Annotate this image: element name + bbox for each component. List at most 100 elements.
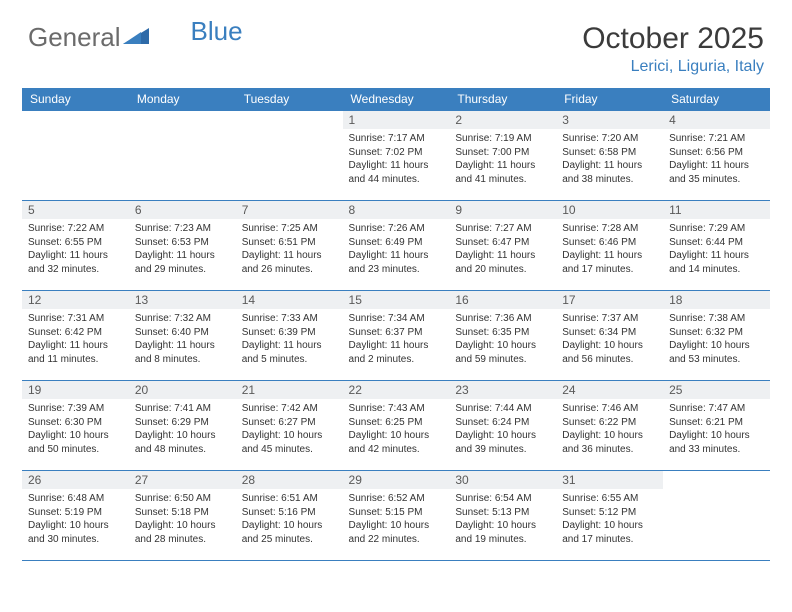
day-details: Sunrise: 6:55 AMSunset: 5:12 PMDaylight:… <box>556 489 663 551</box>
calendar-head: SundayMondayTuesdayWednesdayThursdayFrid… <box>22 88 770 111</box>
day-number: 20 <box>129 381 236 399</box>
day-number: 3 <box>556 111 663 129</box>
calendar-cell: 19Sunrise: 7:39 AMSunset: 6:30 PMDayligh… <box>22 381 129 471</box>
calendar-cell: 4Sunrise: 7:21 AMSunset: 6:56 PMDaylight… <box>663 111 770 201</box>
calendar-cell <box>129 111 236 201</box>
day-details: Sunrise: 7:37 AMSunset: 6:34 PMDaylight:… <box>556 309 663 371</box>
day-details: Sunrise: 6:48 AMSunset: 5:19 PMDaylight:… <box>22 489 129 551</box>
day-details: Sunrise: 7:31 AMSunset: 6:42 PMDaylight:… <box>22 309 129 371</box>
calendar-week-row: 1Sunrise: 7:17 AMSunset: 7:02 PMDaylight… <box>22 111 770 201</box>
day-number: 28 <box>236 471 343 489</box>
day-number: 12 <box>22 291 129 309</box>
day-number: 18 <box>663 291 770 309</box>
day-number: 30 <box>449 471 556 489</box>
day-number: 27 <box>129 471 236 489</box>
logo: General Blue <box>28 22 243 53</box>
day-number: 25 <box>663 381 770 399</box>
calendar-cell: 18Sunrise: 7:38 AMSunset: 6:32 PMDayligh… <box>663 291 770 381</box>
day-details: Sunrise: 7:32 AMSunset: 6:40 PMDaylight:… <box>129 309 236 371</box>
calendar-cell: 5Sunrise: 7:22 AMSunset: 6:55 PMDaylight… <box>22 201 129 291</box>
calendar-cell: 2Sunrise: 7:19 AMSunset: 7:00 PMDaylight… <box>449 111 556 201</box>
day-number: 16 <box>449 291 556 309</box>
day-number: 7 <box>236 201 343 219</box>
day-number: 17 <box>556 291 663 309</box>
day-details: Sunrise: 7:27 AMSunset: 6:47 PMDaylight:… <box>449 219 556 281</box>
day-details: Sunrise: 7:21 AMSunset: 6:56 PMDaylight:… <box>663 129 770 191</box>
day-number: 14 <box>236 291 343 309</box>
calendar-week-row: 26Sunrise: 6:48 AMSunset: 5:19 PMDayligh… <box>22 471 770 561</box>
day-details: Sunrise: 6:51 AMSunset: 5:16 PMDaylight:… <box>236 489 343 551</box>
day-number: 22 <box>343 381 450 399</box>
calendar-cell <box>236 111 343 201</box>
calendar-cell: 17Sunrise: 7:37 AMSunset: 6:34 PMDayligh… <box>556 291 663 381</box>
logo-text-blue: Blue <box>191 16 243 47</box>
weekday-header: Monday <box>129 88 236 111</box>
day-number: 10 <box>556 201 663 219</box>
logo-mark-icon <box>123 22 149 53</box>
calendar-cell: 20Sunrise: 7:41 AMSunset: 6:29 PMDayligh… <box>129 381 236 471</box>
header: General Blue October 2025 Lerici, Liguri… <box>0 0 792 80</box>
day-details: Sunrise: 7:38 AMSunset: 6:32 PMDaylight:… <box>663 309 770 371</box>
calendar-cell: 27Sunrise: 6:50 AMSunset: 5:18 PMDayligh… <box>129 471 236 561</box>
day-details: Sunrise: 7:29 AMSunset: 6:44 PMDaylight:… <box>663 219 770 281</box>
weekday-header: Tuesday <box>236 88 343 111</box>
calendar-cell: 26Sunrise: 6:48 AMSunset: 5:19 PMDayligh… <box>22 471 129 561</box>
day-details: Sunrise: 7:34 AMSunset: 6:37 PMDaylight:… <box>343 309 450 371</box>
day-number: 23 <box>449 381 556 399</box>
day-number: 26 <box>22 471 129 489</box>
day-number: 5 <box>22 201 129 219</box>
calendar-week-row: 5Sunrise: 7:22 AMSunset: 6:55 PMDaylight… <box>22 201 770 291</box>
day-details: Sunrise: 7:20 AMSunset: 6:58 PMDaylight:… <box>556 129 663 191</box>
calendar-cell: 13Sunrise: 7:32 AMSunset: 6:40 PMDayligh… <box>129 291 236 381</box>
calendar-cell: 11Sunrise: 7:29 AMSunset: 6:44 PMDayligh… <box>663 201 770 291</box>
calendar-cell: 15Sunrise: 7:34 AMSunset: 6:37 PMDayligh… <box>343 291 450 381</box>
day-number: 9 <box>449 201 556 219</box>
day-details: Sunrise: 7:47 AMSunset: 6:21 PMDaylight:… <box>663 399 770 461</box>
calendar-cell: 8Sunrise: 7:26 AMSunset: 6:49 PMDaylight… <box>343 201 450 291</box>
day-details: Sunrise: 7:19 AMSunset: 7:00 PMDaylight:… <box>449 129 556 191</box>
calendar-cell: 28Sunrise: 6:51 AMSunset: 5:16 PMDayligh… <box>236 471 343 561</box>
day-number: 4 <box>663 111 770 129</box>
day-details: Sunrise: 7:41 AMSunset: 6:29 PMDaylight:… <box>129 399 236 461</box>
day-number: 29 <box>343 471 450 489</box>
day-number: 1 <box>343 111 450 129</box>
day-details: Sunrise: 7:42 AMSunset: 6:27 PMDaylight:… <box>236 399 343 461</box>
location: Lerici, Liguria, Italy <box>582 58 764 76</box>
calendar-cell: 16Sunrise: 7:36 AMSunset: 6:35 PMDayligh… <box>449 291 556 381</box>
calendar-cell: 29Sunrise: 6:52 AMSunset: 5:15 PMDayligh… <box>343 471 450 561</box>
day-details: Sunrise: 7:36 AMSunset: 6:35 PMDaylight:… <box>449 309 556 371</box>
calendar-body: 1Sunrise: 7:17 AMSunset: 7:02 PMDaylight… <box>22 111 770 561</box>
day-details: Sunrise: 6:50 AMSunset: 5:18 PMDaylight:… <box>129 489 236 551</box>
calendar-week-row: 12Sunrise: 7:31 AMSunset: 6:42 PMDayligh… <box>22 291 770 381</box>
calendar-cell <box>663 471 770 561</box>
weekday-header: Sunday <box>22 88 129 111</box>
day-details: Sunrise: 6:52 AMSunset: 5:15 PMDaylight:… <box>343 489 450 551</box>
weekday-header: Friday <box>556 88 663 111</box>
calendar-cell: 23Sunrise: 7:44 AMSunset: 6:24 PMDayligh… <box>449 381 556 471</box>
weekday-header: Saturday <box>663 88 770 111</box>
calendar-cell: 25Sunrise: 7:47 AMSunset: 6:21 PMDayligh… <box>663 381 770 471</box>
day-details: Sunrise: 7:17 AMSunset: 7:02 PMDaylight:… <box>343 129 450 191</box>
title-block: October 2025 Lerici, Liguria, Italy <box>582 22 764 76</box>
calendar-cell: 24Sunrise: 7:46 AMSunset: 6:22 PMDayligh… <box>556 381 663 471</box>
day-number: 21 <box>236 381 343 399</box>
calendar-cell: 12Sunrise: 7:31 AMSunset: 6:42 PMDayligh… <box>22 291 129 381</box>
day-details: Sunrise: 7:39 AMSunset: 6:30 PMDaylight:… <box>22 399 129 461</box>
day-details: Sunrise: 7:22 AMSunset: 6:55 PMDaylight:… <box>22 219 129 281</box>
day-details: Sunrise: 7:33 AMSunset: 6:39 PMDaylight:… <box>236 309 343 371</box>
day-details: Sunrise: 6:54 AMSunset: 5:13 PMDaylight:… <box>449 489 556 551</box>
calendar-cell: 7Sunrise: 7:25 AMSunset: 6:51 PMDaylight… <box>236 201 343 291</box>
calendar-cell: 21Sunrise: 7:42 AMSunset: 6:27 PMDayligh… <box>236 381 343 471</box>
day-number: 8 <box>343 201 450 219</box>
day-number: 13 <box>129 291 236 309</box>
day-details: Sunrise: 7:26 AMSunset: 6:49 PMDaylight:… <box>343 219 450 281</box>
calendar-cell: 31Sunrise: 6:55 AMSunset: 5:12 PMDayligh… <box>556 471 663 561</box>
month-title: October 2025 <box>582 22 764 56</box>
day-number: 15 <box>343 291 450 309</box>
day-number: 19 <box>22 381 129 399</box>
calendar-cell: 10Sunrise: 7:28 AMSunset: 6:46 PMDayligh… <box>556 201 663 291</box>
day-details: Sunrise: 7:23 AMSunset: 6:53 PMDaylight:… <box>129 219 236 281</box>
calendar-table: SundayMondayTuesdayWednesdayThursdayFrid… <box>22 88 770 561</box>
day-number: 11 <box>663 201 770 219</box>
calendar-week-row: 19Sunrise: 7:39 AMSunset: 6:30 PMDayligh… <box>22 381 770 471</box>
